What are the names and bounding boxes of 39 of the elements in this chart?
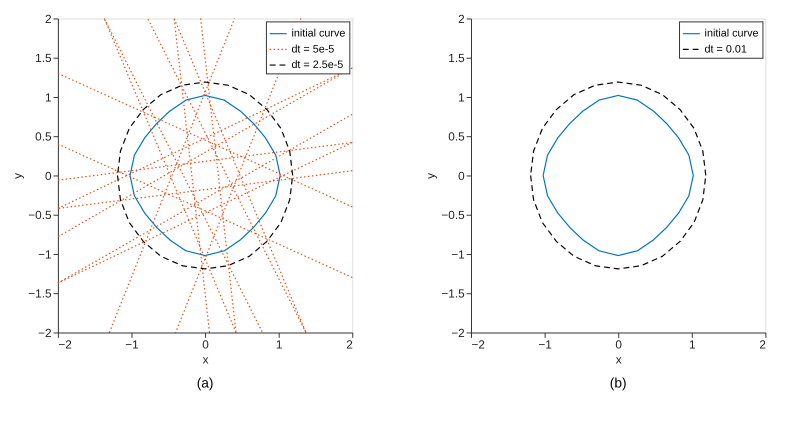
x-tick-label: −2 xyxy=(58,338,72,352)
x-tick-label: 2 xyxy=(346,338,353,352)
text: (b) xyxy=(610,375,627,390)
text: (a) xyxy=(196,375,214,390)
legend-label: initial curve xyxy=(291,28,346,40)
legend-label: dt = 2.5e-5 xyxy=(291,59,344,72)
y-tick-label: 1.5 xyxy=(35,52,52,66)
legend-label: initial curve xyxy=(704,28,758,40)
y-tick-label: 2 xyxy=(458,12,465,26)
y-tick-label: 0 xyxy=(458,170,466,183)
x-tick-label: 1 xyxy=(276,338,282,352)
y-tick-label: 1 xyxy=(44,91,52,104)
y-tick-label: −0.5 xyxy=(441,209,466,222)
x-axis-title: x xyxy=(616,353,622,366)
y-tick-label: 0 xyxy=(44,170,52,183)
y-tick-label: −1.5 xyxy=(441,288,466,301)
y-axis-title: y xyxy=(11,172,24,179)
y-tick-label: −1 xyxy=(38,248,52,262)
x-tick-label: −1 xyxy=(538,338,552,352)
y-tick-label: 2 xyxy=(44,12,52,26)
y-tick-label: −0.5 xyxy=(28,209,52,222)
y-axis-title: y xyxy=(424,172,438,179)
x-tick-label: −1 xyxy=(125,338,139,352)
y-tick-label: 0.5 xyxy=(35,130,52,144)
x-tick-label: 2 xyxy=(759,338,766,352)
x-tick-label: 0 xyxy=(615,338,622,352)
x-axis-title: x xyxy=(202,353,209,366)
y-tick-label: 0.5 xyxy=(448,130,466,144)
y-tick-label: 1 xyxy=(458,91,465,104)
y-tick-label: −2 xyxy=(38,326,52,340)
y-tick-label: −1 xyxy=(451,248,465,262)
y-tick-label: 1.5 xyxy=(448,52,466,66)
y-tick-label: −2 xyxy=(451,326,465,340)
y-tick-label: −1.5 xyxy=(28,288,52,301)
x-tick-label: −2 xyxy=(472,338,485,352)
legend-label: dt = 5e-5 xyxy=(291,43,334,56)
x-tick-label: 0 xyxy=(202,338,210,352)
x-tick-label: 1 xyxy=(689,338,696,352)
legend-label: dt = 0.01 xyxy=(704,43,747,56)
